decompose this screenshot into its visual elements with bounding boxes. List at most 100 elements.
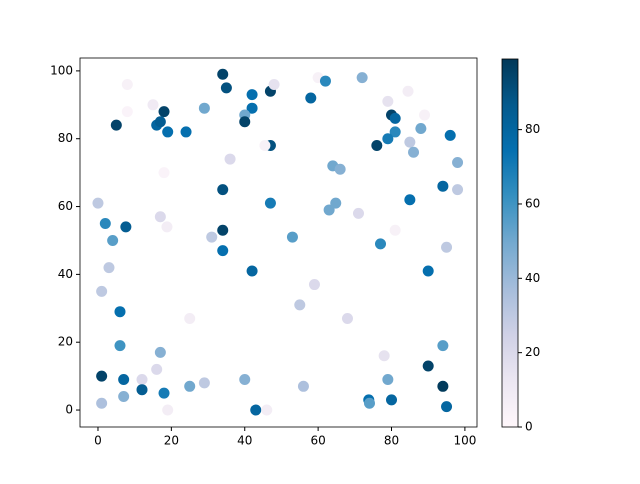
point [158, 106, 170, 118]
point [217, 68, 229, 80]
point [444, 129, 456, 141]
point [308, 279, 320, 291]
point [239, 116, 251, 128]
point [441, 401, 453, 413]
point [371, 140, 383, 152]
point [294, 299, 306, 311]
point [121, 78, 133, 90]
y-tick-label: 0 [65, 403, 73, 417]
point [452, 156, 464, 168]
point [389, 224, 401, 236]
point [246, 89, 258, 101]
point [118, 390, 130, 402]
point [452, 184, 464, 196]
point [224, 153, 236, 165]
point [389, 112, 401, 124]
point [151, 363, 163, 375]
point [341, 312, 353, 324]
point [402, 85, 414, 97]
point [356, 72, 368, 84]
point [259, 140, 271, 152]
point [96, 397, 108, 409]
point [404, 136, 416, 148]
point [198, 377, 210, 389]
point [239, 374, 251, 386]
y-tick-label: 40 [58, 267, 73, 281]
x-tick-label: 80 [384, 434, 399, 448]
point [114, 306, 126, 318]
point [162, 404, 174, 416]
point [154, 346, 166, 358]
point [286, 231, 298, 243]
point [162, 126, 174, 138]
colorbar [501, 58, 519, 428]
y-tick-label: 20 [58, 335, 73, 349]
point [180, 126, 192, 138]
point [161, 221, 173, 233]
point [330, 197, 342, 209]
point [437, 180, 449, 192]
point [154, 116, 166, 128]
point [419, 109, 431, 121]
point [305, 92, 317, 104]
point [217, 184, 229, 196]
point [184, 312, 196, 324]
point [422, 265, 434, 277]
point [408, 146, 420, 158]
point [217, 224, 229, 236]
point [386, 394, 398, 406]
point [334, 163, 346, 175]
point [352, 207, 364, 219]
x-tick-label: 0 [94, 434, 102, 448]
point [437, 380, 449, 392]
colorbar-tick-label: 0 [525, 420, 533, 434]
point [198, 102, 210, 114]
point [217, 245, 229, 257]
point [114, 340, 126, 352]
point [297, 380, 309, 392]
point [375, 238, 387, 250]
point [184, 380, 196, 392]
colorbar-tick-label: 80 [525, 122, 540, 136]
point [382, 374, 394, 386]
point [437, 340, 449, 352]
point [147, 99, 159, 111]
point [96, 370, 108, 382]
point [99, 218, 111, 230]
x-tick-label: 20 [164, 434, 179, 448]
point [136, 374, 148, 386]
point [158, 387, 170, 399]
point [382, 95, 394, 107]
plot-frame [79, 57, 478, 428]
point [107, 234, 119, 246]
point [92, 197, 104, 209]
point [319, 75, 331, 87]
point [422, 360, 434, 372]
point [120, 221, 132, 233]
point [118, 374, 130, 386]
point [250, 404, 262, 416]
colorbar-tick-label: 40 [525, 271, 540, 285]
point [136, 384, 148, 396]
point [378, 350, 390, 362]
colorbar-tick-label: 60 [525, 196, 540, 210]
point [103, 262, 115, 274]
point [110, 119, 122, 131]
point [441, 241, 453, 253]
point [363, 397, 375, 409]
point [121, 106, 133, 118]
y-tick-label: 100 [50, 63, 73, 77]
x-tick-label: 40 [237, 434, 252, 448]
point [261, 404, 273, 416]
point [246, 265, 258, 277]
y-tick-label: 80 [58, 131, 73, 145]
point [264, 197, 276, 209]
point [154, 211, 166, 223]
point [206, 231, 218, 243]
point [323, 204, 335, 216]
x-tick-label: 60 [310, 434, 325, 448]
point [415, 123, 427, 135]
point [268, 78, 280, 90]
colorbar-tick-label: 20 [525, 345, 540, 359]
